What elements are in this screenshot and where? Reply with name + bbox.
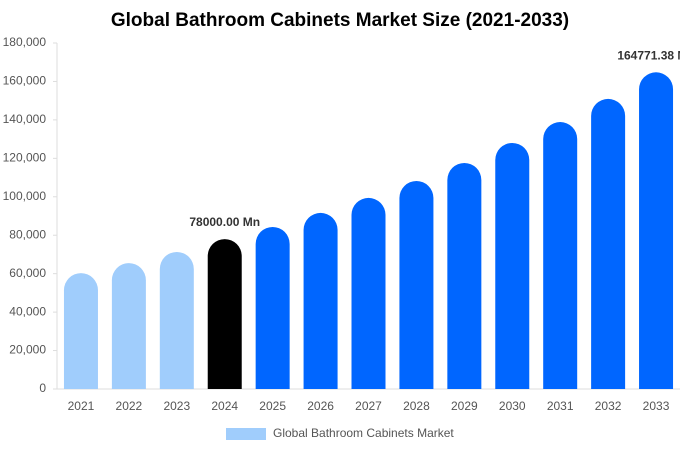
y-tick-label: 120,000	[3, 151, 47, 165]
bar	[255, 226, 290, 389]
bar	[159, 251, 194, 389]
legend-swatch	[226, 428, 266, 440]
x-tick-label: 2023	[163, 399, 190, 413]
bar	[399, 181, 434, 389]
bar	[591, 98, 626, 389]
x-tick-label: 2032	[595, 399, 622, 413]
data-label: 78000.00 Mn	[189, 215, 260, 229]
bar	[447, 162, 482, 389]
y-tick-label: 60,000	[9, 266, 46, 280]
chart-title: Global Bathroom Cabinets Market Size (20…	[111, 10, 569, 31]
y-tick-label: 80,000	[9, 227, 46, 241]
y-tick-label: 40,000	[9, 304, 46, 318]
legend-label: Global Bathroom Cabinets Market	[273, 426, 454, 440]
x-tick-label: 2022	[116, 399, 143, 413]
bar	[351, 197, 386, 389]
data-label: 164771.38 Mn	[617, 48, 680, 62]
y-tick-label: 160,000	[3, 74, 47, 88]
x-tick-label: 2029	[451, 399, 478, 413]
x-tick-label: 2027	[355, 399, 382, 413]
bar	[639, 72, 674, 389]
bar	[543, 122, 578, 390]
y-tick-label: 100,000	[3, 189, 47, 203]
y-tick-label: 20,000	[9, 343, 46, 357]
x-tick-label: 2025	[259, 399, 286, 413]
x-tick-label: 2021	[68, 399, 95, 413]
x-tick-label: 2031	[547, 399, 574, 413]
y-tick-label: 0	[39, 381, 46, 395]
y-tick-label: 180,000	[3, 35, 47, 49]
bar	[207, 239, 242, 389]
bar	[111, 263, 146, 389]
x-tick-label: 2026	[307, 399, 334, 413]
x-tick-label: 2033	[643, 399, 670, 413]
x-tick-label: 2030	[499, 399, 526, 413]
bar	[303, 212, 338, 389]
bar	[63, 273, 98, 389]
x-tick-label: 2028	[403, 399, 430, 413]
y-tick-label: 140,000	[3, 112, 47, 126]
bar	[495, 142, 530, 389]
x-tick-label: 2024	[211, 399, 238, 413]
